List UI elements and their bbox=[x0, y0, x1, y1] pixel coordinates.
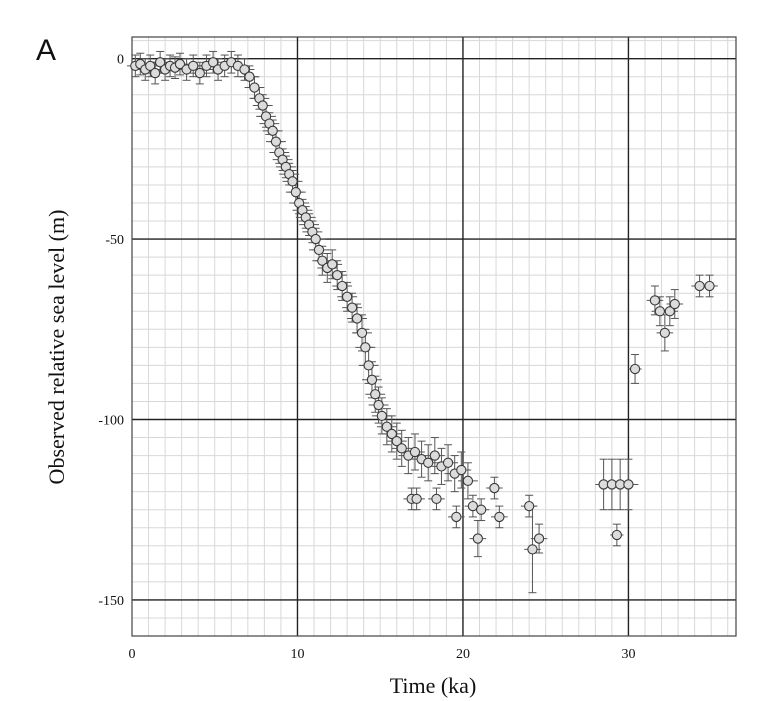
data-point bbox=[409, 446, 421, 458]
data-point bbox=[431, 493, 442, 505]
data-point bbox=[456, 464, 467, 476]
y-tick-label: -50 bbox=[105, 233, 124, 248]
data-point bbox=[527, 544, 538, 555]
data-point bbox=[494, 511, 505, 523]
data-point bbox=[239, 64, 250, 75]
data-point bbox=[429, 450, 440, 461]
data-point bbox=[664, 306, 675, 317]
data-point bbox=[270, 136, 282, 147]
data-point bbox=[188, 60, 199, 72]
data-point bbox=[489, 482, 500, 494]
data-point bbox=[360, 342, 371, 353]
data-point bbox=[356, 327, 368, 339]
data-point bbox=[659, 327, 670, 339]
data-point bbox=[194, 67, 205, 79]
data-point bbox=[287, 176, 298, 187]
data-point bbox=[462, 475, 474, 486]
data-point bbox=[267, 125, 278, 136]
x-tick-label: 20 bbox=[456, 647, 470, 662]
data-point bbox=[145, 60, 156, 72]
x-tick-label: 10 bbox=[290, 647, 304, 662]
x-tick-label: 30 bbox=[621, 647, 635, 662]
data-point bbox=[370, 389, 381, 400]
data-point bbox=[524, 500, 535, 512]
data-point bbox=[649, 295, 661, 306]
data-point bbox=[472, 533, 484, 544]
data-point bbox=[611, 529, 623, 541]
data-point bbox=[381, 421, 392, 432]
y-tick-label: 0 bbox=[117, 53, 124, 68]
data-point bbox=[654, 306, 666, 317]
data-point bbox=[257, 100, 268, 111]
data-point bbox=[332, 270, 343, 281]
data-point bbox=[317, 255, 328, 266]
data-point bbox=[244, 71, 255, 82]
data-points bbox=[130, 57, 715, 555]
x-tick-label: 0 bbox=[129, 647, 136, 662]
y-tick-label: -150 bbox=[98, 594, 124, 609]
data-point bbox=[327, 259, 338, 270]
data-point bbox=[313, 244, 325, 256]
data-point bbox=[396, 443, 407, 454]
data-point bbox=[341, 291, 353, 302]
data-point bbox=[376, 410, 388, 422]
data-point bbox=[451, 511, 462, 523]
panel-label: A bbox=[36, 34, 56, 67]
data-point bbox=[476, 504, 487, 515]
data-point bbox=[249, 82, 260, 93]
x-axis-title: Time (ka) bbox=[390, 673, 477, 698]
data-point bbox=[154, 57, 166, 68]
data-point bbox=[346, 302, 358, 313]
data-point bbox=[207, 57, 219, 68]
data-point bbox=[669, 298, 680, 310]
x-tick-labels: 0 10 20 30 bbox=[129, 647, 636, 662]
plot-area bbox=[127, 36, 737, 637]
data-point bbox=[310, 233, 321, 245]
y-tick-labels: 0 -50 -100 -150 bbox=[98, 53, 124, 609]
data-point bbox=[337, 280, 348, 292]
data-point bbox=[442, 457, 454, 468]
y-tick-label: -100 bbox=[98, 413, 124, 428]
major-grid bbox=[132, 37, 736, 636]
data-point bbox=[363, 360, 374, 371]
data-point bbox=[386, 428, 397, 440]
data-point bbox=[694, 280, 705, 292]
data-point bbox=[423, 457, 434, 468]
data-point bbox=[290, 187, 301, 198]
data-point bbox=[629, 363, 641, 375]
data-point bbox=[391, 435, 402, 447]
minor-grid bbox=[131, 37, 736, 637]
data-point bbox=[174, 58, 186, 70]
plot-frame bbox=[131, 36, 737, 637]
data-point bbox=[351, 313, 363, 324]
data-point bbox=[533, 533, 545, 544]
data-point bbox=[411, 493, 422, 505]
data-point bbox=[704, 280, 715, 292]
data-point bbox=[373, 399, 384, 411]
error-bars bbox=[127, 50, 718, 594]
data-point bbox=[623, 479, 634, 490]
data-point bbox=[366, 374, 378, 385]
y-axis-title: Observed relative sea level (m) bbox=[44, 210, 69, 485]
data-point bbox=[150, 67, 161, 79]
